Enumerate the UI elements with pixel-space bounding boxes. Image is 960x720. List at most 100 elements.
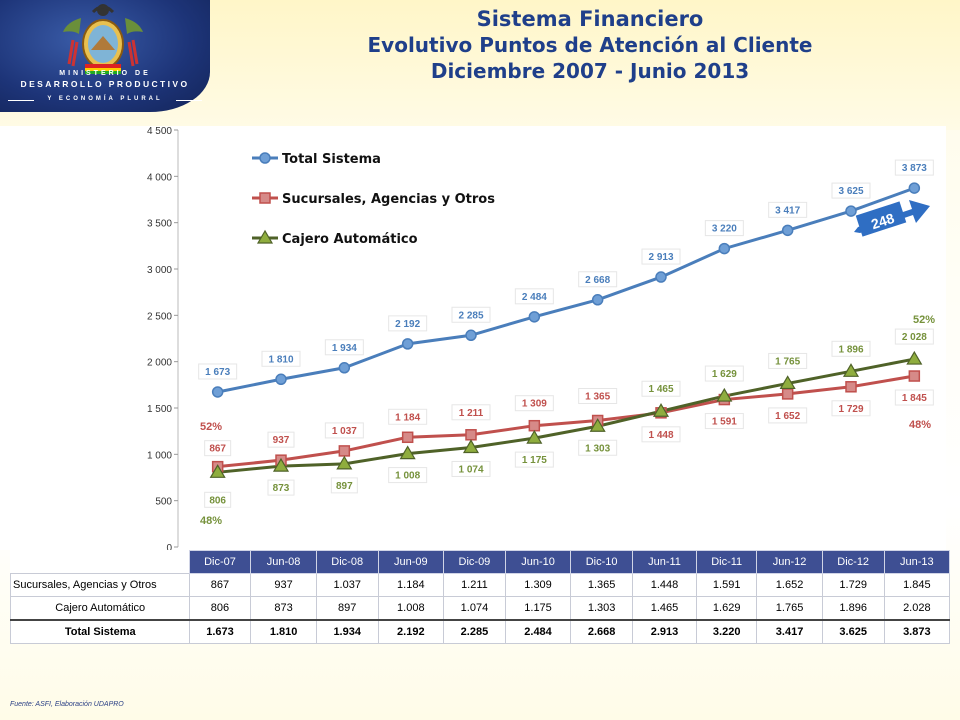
table-cell: 2.285 xyxy=(442,619,506,644)
table-cell: 897 xyxy=(315,596,379,621)
data-point-cajero xyxy=(272,457,290,472)
data-label-box xyxy=(267,479,295,496)
data-label: 1 673 xyxy=(205,367,230,378)
table-cell: 1.175 xyxy=(504,596,572,621)
growth-arrow-label: 248 xyxy=(869,210,896,233)
data-point-cajero xyxy=(526,429,543,444)
table-cell: 1.765 xyxy=(756,596,823,621)
pct-annotation-sucursales-start: 52% xyxy=(200,421,222,433)
data-label: 1 629 xyxy=(712,369,737,380)
data-label: 1 845 xyxy=(902,393,927,404)
growth-arrow-body xyxy=(855,201,907,237)
data-label: 1 448 xyxy=(648,430,673,441)
legend-marker xyxy=(259,192,271,204)
data-point-total xyxy=(275,373,287,386)
table-header-cell: Jun-12 xyxy=(756,550,823,574)
table-cell: 1.845 xyxy=(883,573,951,597)
data-point-cajero xyxy=(842,363,860,377)
table-cell: 1.729 xyxy=(821,573,885,597)
data-label-box xyxy=(204,491,232,508)
table-cell: 1.037 xyxy=(315,573,379,597)
data-label: 1 729 xyxy=(838,404,863,415)
data-label: 2 192 xyxy=(395,319,420,330)
table-cell: 867 xyxy=(188,573,252,597)
data-label-box xyxy=(768,407,808,424)
data-label-box xyxy=(451,306,491,323)
y-tick-label: 0 xyxy=(166,543,172,550)
data-label-box xyxy=(641,426,681,443)
data-label: 1 037 xyxy=(332,426,357,437)
data-point-total xyxy=(401,338,414,350)
table-cell: 873 xyxy=(250,596,317,621)
data-point-cajero xyxy=(716,387,733,402)
source-note: Fuente: ASFI, Elaboración UDAPRO xyxy=(10,701,124,708)
table-cell: 1.591 xyxy=(695,573,758,597)
y-tick-label: 4 000 xyxy=(147,172,172,183)
table-row: Total Sistema 1.673 1.810 1.934 2.192 2.285 2.… xyxy=(10,619,951,644)
table-cell: 1.629 xyxy=(695,596,758,621)
data-label-box xyxy=(388,408,428,425)
data-table: Dic-07 Jun-08 Dic-08 Jun-09 Dic-09 Jun-10 Dic-… xyxy=(10,550,951,644)
data-point-total xyxy=(718,242,731,255)
y-tick-label: 2 500 xyxy=(147,311,172,322)
pct-annotation-cajero-start: 48% xyxy=(200,515,222,527)
data-label-box xyxy=(204,440,232,457)
table-header-cell: Dic-12 xyxy=(821,550,885,574)
data-point-sucursales xyxy=(528,419,541,432)
table-cell: 2.668 xyxy=(570,619,634,644)
table-cell: 3.220 xyxy=(695,619,758,644)
data-label-box xyxy=(894,159,934,176)
data-label-box xyxy=(388,315,428,332)
legend-marker xyxy=(256,229,274,244)
ministry-line-2: DESARROLLO PRODUCTIVO xyxy=(20,79,190,89)
data-point-total xyxy=(908,182,921,194)
data-label-box xyxy=(704,413,744,430)
data-label-box xyxy=(831,400,871,417)
table-cell: 2.192 xyxy=(377,619,444,644)
data-label-box xyxy=(831,182,871,199)
data-point-cajero xyxy=(209,464,226,478)
ministry-divider-right xyxy=(176,100,202,101)
table-header-cell: Jun-10 xyxy=(504,550,572,574)
y-tick-label: 3 000 xyxy=(147,265,172,276)
data-label: 867 xyxy=(209,444,226,455)
table-cell: 1.934 xyxy=(315,619,379,644)
page-date-range: Diciembre 2007 - Junio 2013 xyxy=(430,59,750,83)
table-row-label: Total Sistema xyxy=(10,619,190,644)
data-label-box xyxy=(324,422,364,439)
table-header-cell: Jun-13 xyxy=(883,550,951,574)
data-label: 1 309 xyxy=(522,399,547,410)
data-point-total xyxy=(465,329,477,342)
page-title: Sistema Financiero xyxy=(476,7,704,31)
data-label: 1 896 xyxy=(838,344,863,355)
y-tick-label: 500 xyxy=(155,497,172,508)
table-cell: 1.810 xyxy=(250,619,317,644)
data-label-box xyxy=(831,340,871,357)
data-label: 3 625 xyxy=(838,186,863,197)
table-cell: 1.008 xyxy=(377,596,444,621)
line-chart: 0 500 1 000 1 500 2 000 2 500 3 000 3 500 4 000 4… xyxy=(147,126,935,550)
data-label-box xyxy=(514,395,554,412)
page-subtitle: Evolutivo Puntos de Atención al Cliente xyxy=(367,33,813,57)
series-line-2 xyxy=(217,357,915,474)
data-point-cajero xyxy=(589,418,606,432)
table-cell: 2.913 xyxy=(632,619,697,644)
data-point-total xyxy=(781,224,794,237)
data-label: 1 810 xyxy=(268,354,293,365)
data-label: 806 xyxy=(209,495,226,506)
table-header-cell: Dic-07 xyxy=(188,550,252,574)
data-label: 2 028 xyxy=(902,332,927,343)
ministry-logo-panel: MINISTERIO DE DESARROLLO PRODUCTIVO Y EC… xyxy=(0,0,210,112)
data-label: 1 303 xyxy=(585,443,610,454)
data-label-box xyxy=(768,352,808,369)
table-header-cell: Dic-11 xyxy=(695,550,758,574)
table-cell: 806 xyxy=(188,596,252,621)
table-cell: 1.074 xyxy=(442,596,506,621)
ministry-line-1: MINISTERIO DE xyxy=(59,70,151,77)
table-cell: 2.028 xyxy=(883,596,951,621)
table-cell: 3.625 xyxy=(821,619,885,644)
data-label: 1 175 xyxy=(522,455,547,466)
table-cell: 1.365 xyxy=(570,573,634,597)
table-header-cell: Dic-10 xyxy=(570,550,634,574)
table-header-cell: Jun-11 xyxy=(632,550,697,574)
